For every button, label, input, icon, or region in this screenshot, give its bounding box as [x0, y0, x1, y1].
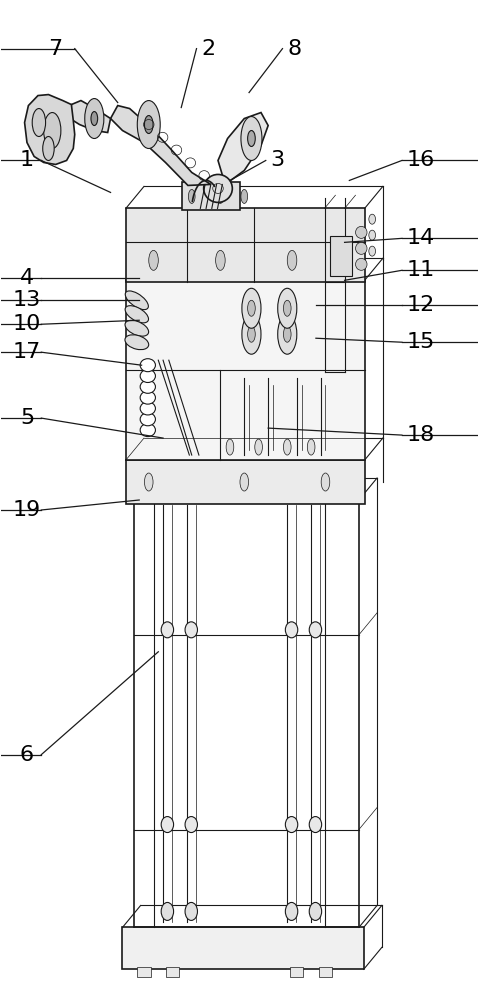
Ellipse shape [140, 370, 156, 382]
Bar [330, 236, 352, 276]
Text: 7: 7 [48, 39, 63, 59]
Ellipse shape [140, 424, 156, 437]
Circle shape [240, 473, 249, 491]
Ellipse shape [185, 622, 197, 638]
Circle shape [44, 113, 61, 148]
Circle shape [217, 189, 224, 203]
Polygon shape [24, 95, 75, 164]
Ellipse shape [369, 246, 376, 256]
Text: 6: 6 [20, 745, 34, 765]
Text: 5: 5 [20, 408, 34, 428]
Ellipse shape [204, 174, 232, 202]
Text: 15: 15 [407, 332, 435, 352]
Ellipse shape [125, 291, 148, 310]
Ellipse shape [309, 622, 322, 638]
Ellipse shape [285, 817, 298, 833]
Text: 8: 8 [287, 39, 301, 59]
Ellipse shape [161, 817, 173, 833]
Text: 10: 10 [13, 314, 41, 334]
Text: 18: 18 [407, 425, 435, 445]
Circle shape [91, 112, 98, 126]
Bar [166, 967, 179, 977]
Ellipse shape [125, 320, 148, 336]
Circle shape [284, 439, 291, 455]
Circle shape [278, 288, 297, 328]
Polygon shape [218, 113, 268, 184]
Polygon shape [70, 101, 111, 133]
Ellipse shape [355, 258, 367, 270]
Ellipse shape [285, 902, 298, 920]
Bar [137, 967, 151, 977]
Ellipse shape [161, 902, 173, 920]
Circle shape [241, 117, 262, 160]
Ellipse shape [125, 306, 148, 323]
Text: 3: 3 [271, 150, 285, 170]
Circle shape [85, 99, 104, 139]
Circle shape [284, 326, 291, 342]
Bar [126, 280, 365, 460]
Text: 13: 13 [13, 290, 41, 310]
Text: 11: 11 [407, 260, 435, 280]
Bar [319, 967, 332, 977]
Circle shape [284, 300, 291, 316]
Ellipse shape [125, 335, 148, 350]
Circle shape [149, 250, 158, 270]
Circle shape [248, 300, 255, 316]
Circle shape [242, 288, 261, 328]
Ellipse shape [369, 214, 376, 224]
Ellipse shape [309, 902, 322, 920]
Polygon shape [111, 106, 211, 185]
Ellipse shape [140, 402, 156, 415]
Ellipse shape [185, 902, 197, 920]
Text: 19: 19 [13, 500, 41, 520]
Text: 2: 2 [201, 39, 216, 59]
Circle shape [242, 314, 261, 354]
Circle shape [278, 314, 297, 354]
Ellipse shape [285, 622, 298, 638]
Ellipse shape [355, 226, 367, 238]
Circle shape [248, 131, 255, 146]
Ellipse shape [161, 622, 173, 638]
Ellipse shape [309, 817, 322, 833]
Text: 14: 14 [407, 228, 435, 248]
Circle shape [188, 189, 195, 203]
Text: 16: 16 [407, 150, 435, 170]
Circle shape [308, 439, 315, 455]
Ellipse shape [355, 242, 367, 254]
Circle shape [145, 473, 153, 491]
Circle shape [241, 189, 248, 203]
Bar [126, 460, 365, 504]
Ellipse shape [140, 359, 156, 372]
Circle shape [32, 109, 46, 137]
Text: 4: 4 [20, 268, 34, 288]
Text: 12: 12 [407, 295, 435, 315]
Circle shape [137, 101, 160, 148]
Bar [290, 967, 304, 977]
Text: 1: 1 [20, 150, 34, 170]
Circle shape [255, 439, 262, 455]
Bar [123, 927, 364, 969]
Circle shape [43, 137, 54, 160]
Ellipse shape [140, 413, 156, 426]
Bar [126, 208, 365, 282]
Circle shape [287, 250, 297, 270]
Ellipse shape [140, 380, 156, 393]
Circle shape [216, 250, 225, 270]
Ellipse shape [140, 391, 156, 404]
Ellipse shape [185, 817, 197, 833]
Circle shape [226, 439, 234, 455]
Circle shape [321, 473, 330, 491]
Ellipse shape [369, 230, 376, 240]
Bar [182, 182, 240, 210]
Circle shape [145, 116, 153, 134]
Text: 17: 17 [13, 342, 41, 362]
Circle shape [248, 326, 255, 342]
